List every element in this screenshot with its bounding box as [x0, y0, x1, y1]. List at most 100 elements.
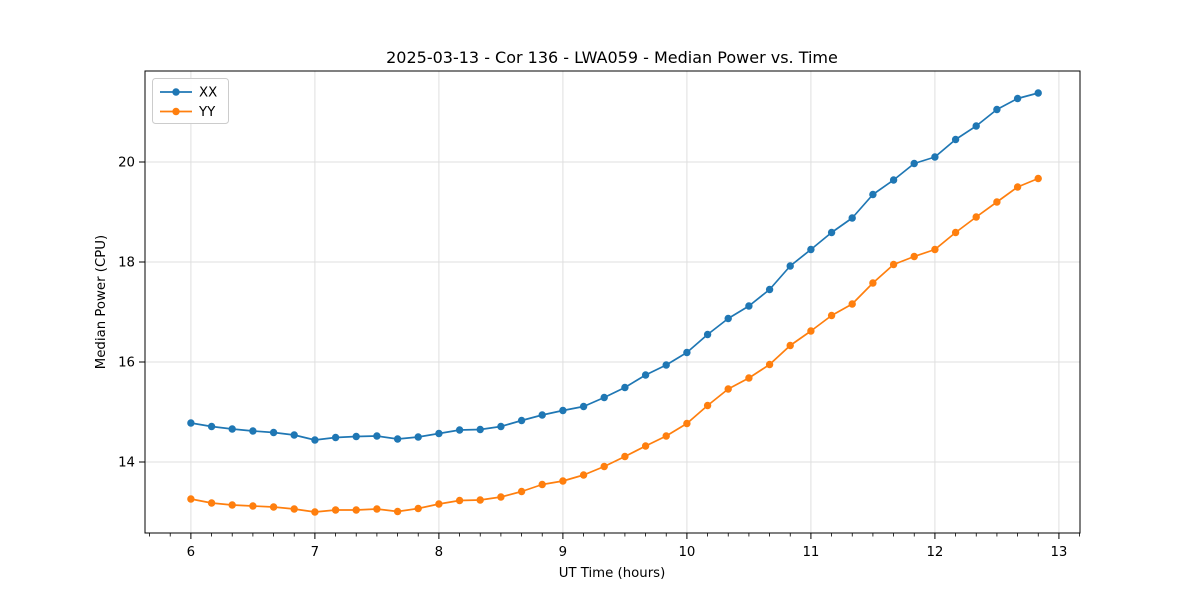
y-tick-label-18: 18 [118, 256, 135, 271]
axis-layer: 6 7 8 9 10 11 12 13 14 16 18 20 [118, 70, 1081, 560]
series-yy-point [1013, 183, 1022, 191]
series-xx-point [331, 433, 340, 442]
series-yy-point [641, 442, 650, 450]
series-xx-point [703, 330, 712, 339]
series-xx-line [190, 92, 1039, 441]
series-xx-point [786, 262, 794, 270]
series-yy-point [662, 432, 670, 440]
x-tick-label-12: 12 [926, 545, 943, 560]
series-yy-point [497, 493, 505, 501]
series-yy-point [393, 507, 402, 516]
series-xx-point [455, 426, 464, 434]
series-xx-point [745, 302, 753, 310]
legend-label-xx: XX [199, 86, 217, 101]
series-xx-point [393, 435, 402, 443]
series-yy-point [703, 401, 712, 410]
series-xx-point [931, 153, 939, 161]
legend-label-yy: YY [198, 105, 216, 120]
series-xx-point [311, 436, 319, 444]
series-xx-point [869, 190, 877, 199]
series-yy-point [827, 311, 836, 320]
series-xx-point [683, 348, 691, 357]
legend-swatch-marker-yy [172, 107, 180, 116]
legend: XX YY [152, 78, 229, 124]
series-yy-point [951, 228, 960, 237]
series-yy-point [993, 198, 1001, 206]
y-axis-label: Median Power (CPU) [94, 235, 109, 369]
series-yy-point [228, 501, 236, 509]
series-xx-point [807, 245, 815, 254]
series-yy-point [579, 471, 588, 479]
x-tick-label-11: 11 [802, 545, 819, 560]
series-yy-point [455, 496, 464, 505]
series-xx-point [600, 393, 608, 402]
series-xx-point [951, 135, 960, 144]
series-xx-point [993, 105, 1001, 114]
series-yy-point [414, 504, 422, 513]
x-tick-label-10: 10 [678, 545, 695, 560]
legend-swatch-marker-xx [172, 88, 180, 96]
series-yy-point [765, 360, 774, 369]
series-xx-point [352, 432, 360, 441]
series-yy-point [910, 252, 918, 261]
x-tick-label-9: 9 [559, 545, 567, 560]
series-yy-point [1034, 174, 1042, 183]
series-yy-point [848, 300, 856, 308]
series-xx-point [414, 433, 422, 441]
series-yy-point [931, 245, 939, 254]
series-xx-point [228, 425, 236, 433]
series-yy-point [373, 505, 381, 513]
series-xx-point [579, 402, 588, 411]
series-xx-point [538, 411, 546, 419]
series-yy-point [187, 495, 195, 503]
series-xx-point [724, 314, 732, 323]
series-yy-point [724, 385, 732, 393]
y-tick-label-14: 14 [118, 456, 135, 471]
y-tick-label-20: 20 [118, 156, 135, 171]
series-yy-point [207, 499, 216, 507]
series-xx-point [1034, 89, 1042, 97]
series-yy-point [972, 213, 980, 221]
series-xx-point [207, 422, 216, 431]
series-xx-point [269, 428, 278, 437]
series-yy-point [600, 462, 608, 471]
series-yy-point [807, 327, 815, 335]
series-yy-point [538, 480, 546, 489]
series-yy-point [786, 341, 794, 350]
series-xx-point [765, 285, 774, 294]
series-xx-point [972, 122, 980, 130]
series-yy-point [249, 502, 257, 510]
series-yy-point [621, 452, 629, 461]
series-yy-point [745, 374, 753, 382]
series-yy-point [331, 506, 340, 514]
series-xx-point [848, 214, 856, 222]
series-yy-point [683, 419, 691, 428]
y-tick-label-16: 16 [118, 356, 135, 371]
series-xx-point [662, 361, 670, 369]
plot-frame [144, 70, 1081, 534]
series-yy-point [269, 503, 278, 511]
series-xx-point [827, 228, 836, 237]
x-tick-label-8: 8 [435, 545, 443, 560]
series-xx-point [476, 425, 484, 434]
series-xx-point [497, 422, 505, 431]
series-xx-point [290, 431, 298, 439]
series-xx-point [435, 429, 443, 438]
x-tick-label-6: 6 [187, 545, 195, 560]
series-yy-point [889, 260, 898, 269]
series-yy-point [290, 505, 298, 513]
series-xx-point [187, 419, 195, 427]
series-xx-point [889, 176, 898, 184]
series-xx-point [373, 432, 381, 440]
series-yy-point [559, 477, 567, 485]
series-yy-point [476, 496, 484, 504]
chart-title: 2025-03-13 - Cor 136 - LWA059 - Median P… [386, 48, 838, 67]
series-xx-point [621, 383, 629, 392]
series-yy-point [435, 500, 443, 508]
x-tick-label-7: 7 [311, 545, 319, 560]
series-xx-point [641, 371, 650, 379]
grid-layer [145, 71, 1080, 533]
series-xx-point [910, 159, 918, 168]
